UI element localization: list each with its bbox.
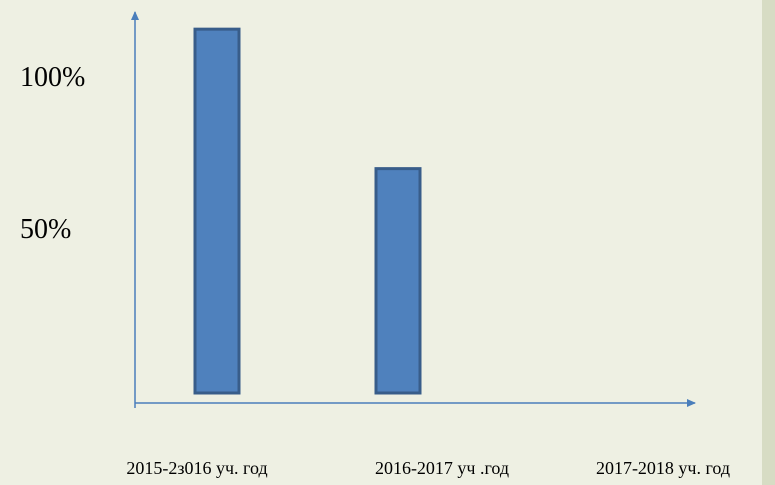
x-tick-label: 2017-2018 уч. год [596,458,730,478]
y-tick-label: 50% [20,214,71,245]
x-tick-label: 2016-2017 уч .год [375,458,509,478]
bar [374,167,422,395]
edge-stripe [762,0,775,485]
x-tick-label: 2015-2з016 уч. год [126,458,267,478]
y-tick-label: 100% [20,62,85,93]
bar [193,27,241,395]
